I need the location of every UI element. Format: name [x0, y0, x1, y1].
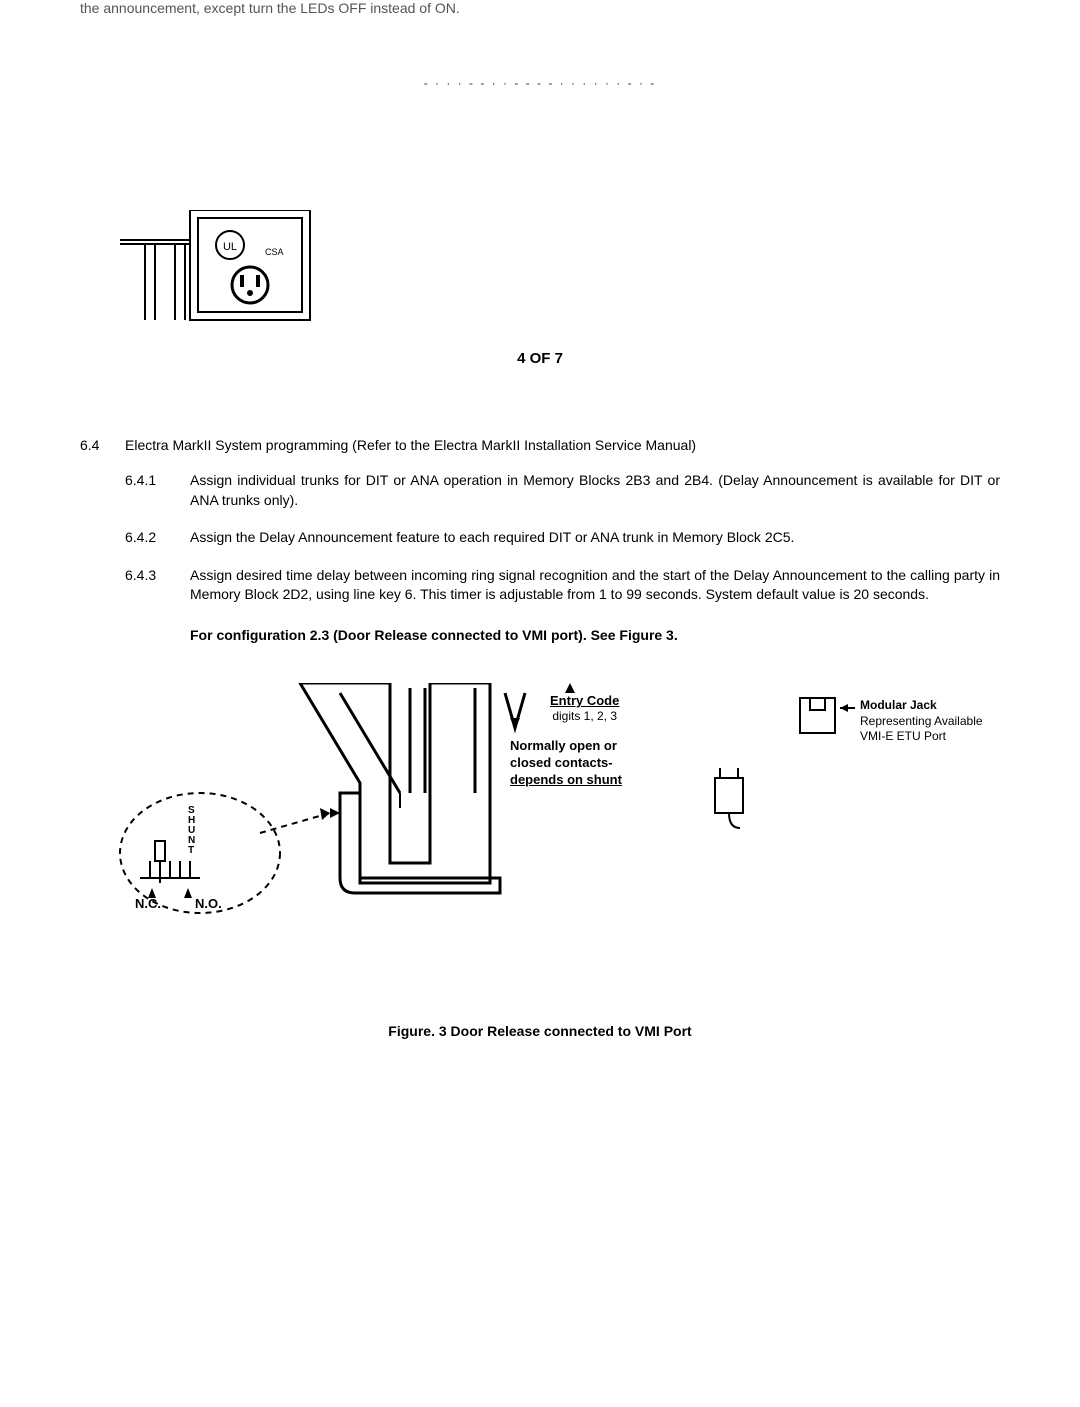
- subsection-number: 6.4.1: [125, 471, 165, 510]
- normally-open-label: Normally open or closed contacts- depend…: [510, 738, 622, 789]
- modular-line2: Representing Available: [860, 714, 983, 728]
- entry-code-text: Entry Code: [550, 693, 619, 708]
- subsection-text: Assign individual trunks for DIT or ANA …: [190, 471, 1000, 510]
- subsection-text: Assign the Delay Announcement feature to…: [190, 528, 1000, 548]
- certification-diagram: UL CSA: [120, 210, 1000, 330]
- svg-text:T: T: [188, 845, 194, 856]
- subsection-number: 6.4.2: [125, 528, 165, 548]
- modular-line1: Modular Jack: [860, 698, 937, 712]
- normally-line1: Normally open or: [510, 738, 617, 753]
- modular-jack-label: Modular Jack Representing Available VMI-…: [860, 698, 983, 745]
- page-indicator: 4 OF 7: [80, 350, 1000, 367]
- modular-line3: VMI-E ETU Port: [860, 729, 946, 743]
- top-cutoff-text: the announcement, except turn the LEDs O…: [80, 0, 1000, 16]
- csa-label: CSA: [265, 247, 284, 257]
- ul-label: UL: [223, 241, 237, 253]
- dash-separator: - · · · - - · · - - - - · · · · · · - · …: [80, 76, 1000, 90]
- section-6-4: 6.4 Electra MarkII System programming (R…: [80, 437, 1000, 643]
- section-heading-text: Electra MarkII System programming (Refer…: [125, 437, 696, 453]
- entry-code-label: Entry Code digits 1, 2, 3: [550, 693, 619, 723]
- svg-text:N.C.: N.C.: [135, 896, 161, 911]
- figure-3-caption: Figure. 3 Door Release connected to VMI …: [80, 1023, 1000, 1039]
- digits-text: digits 1, 2, 3: [552, 709, 617, 723]
- normally-line2: closed contacts-: [510, 755, 613, 770]
- figure-3-diagram: S H U N T N.C. N.O.: [80, 683, 1000, 963]
- subsection-number: 6.4.3: [125, 566, 165, 605]
- config-note: For configuration 2.3 (Door Release conn…: [190, 627, 1000, 643]
- subsection-text: Assign desired time delay between incomi…: [190, 566, 1000, 605]
- svg-text:N.O.: N.O.: [195, 896, 222, 911]
- normally-line3: depends on shunt: [510, 772, 622, 787]
- section-number: 6.4: [80, 437, 110, 453]
